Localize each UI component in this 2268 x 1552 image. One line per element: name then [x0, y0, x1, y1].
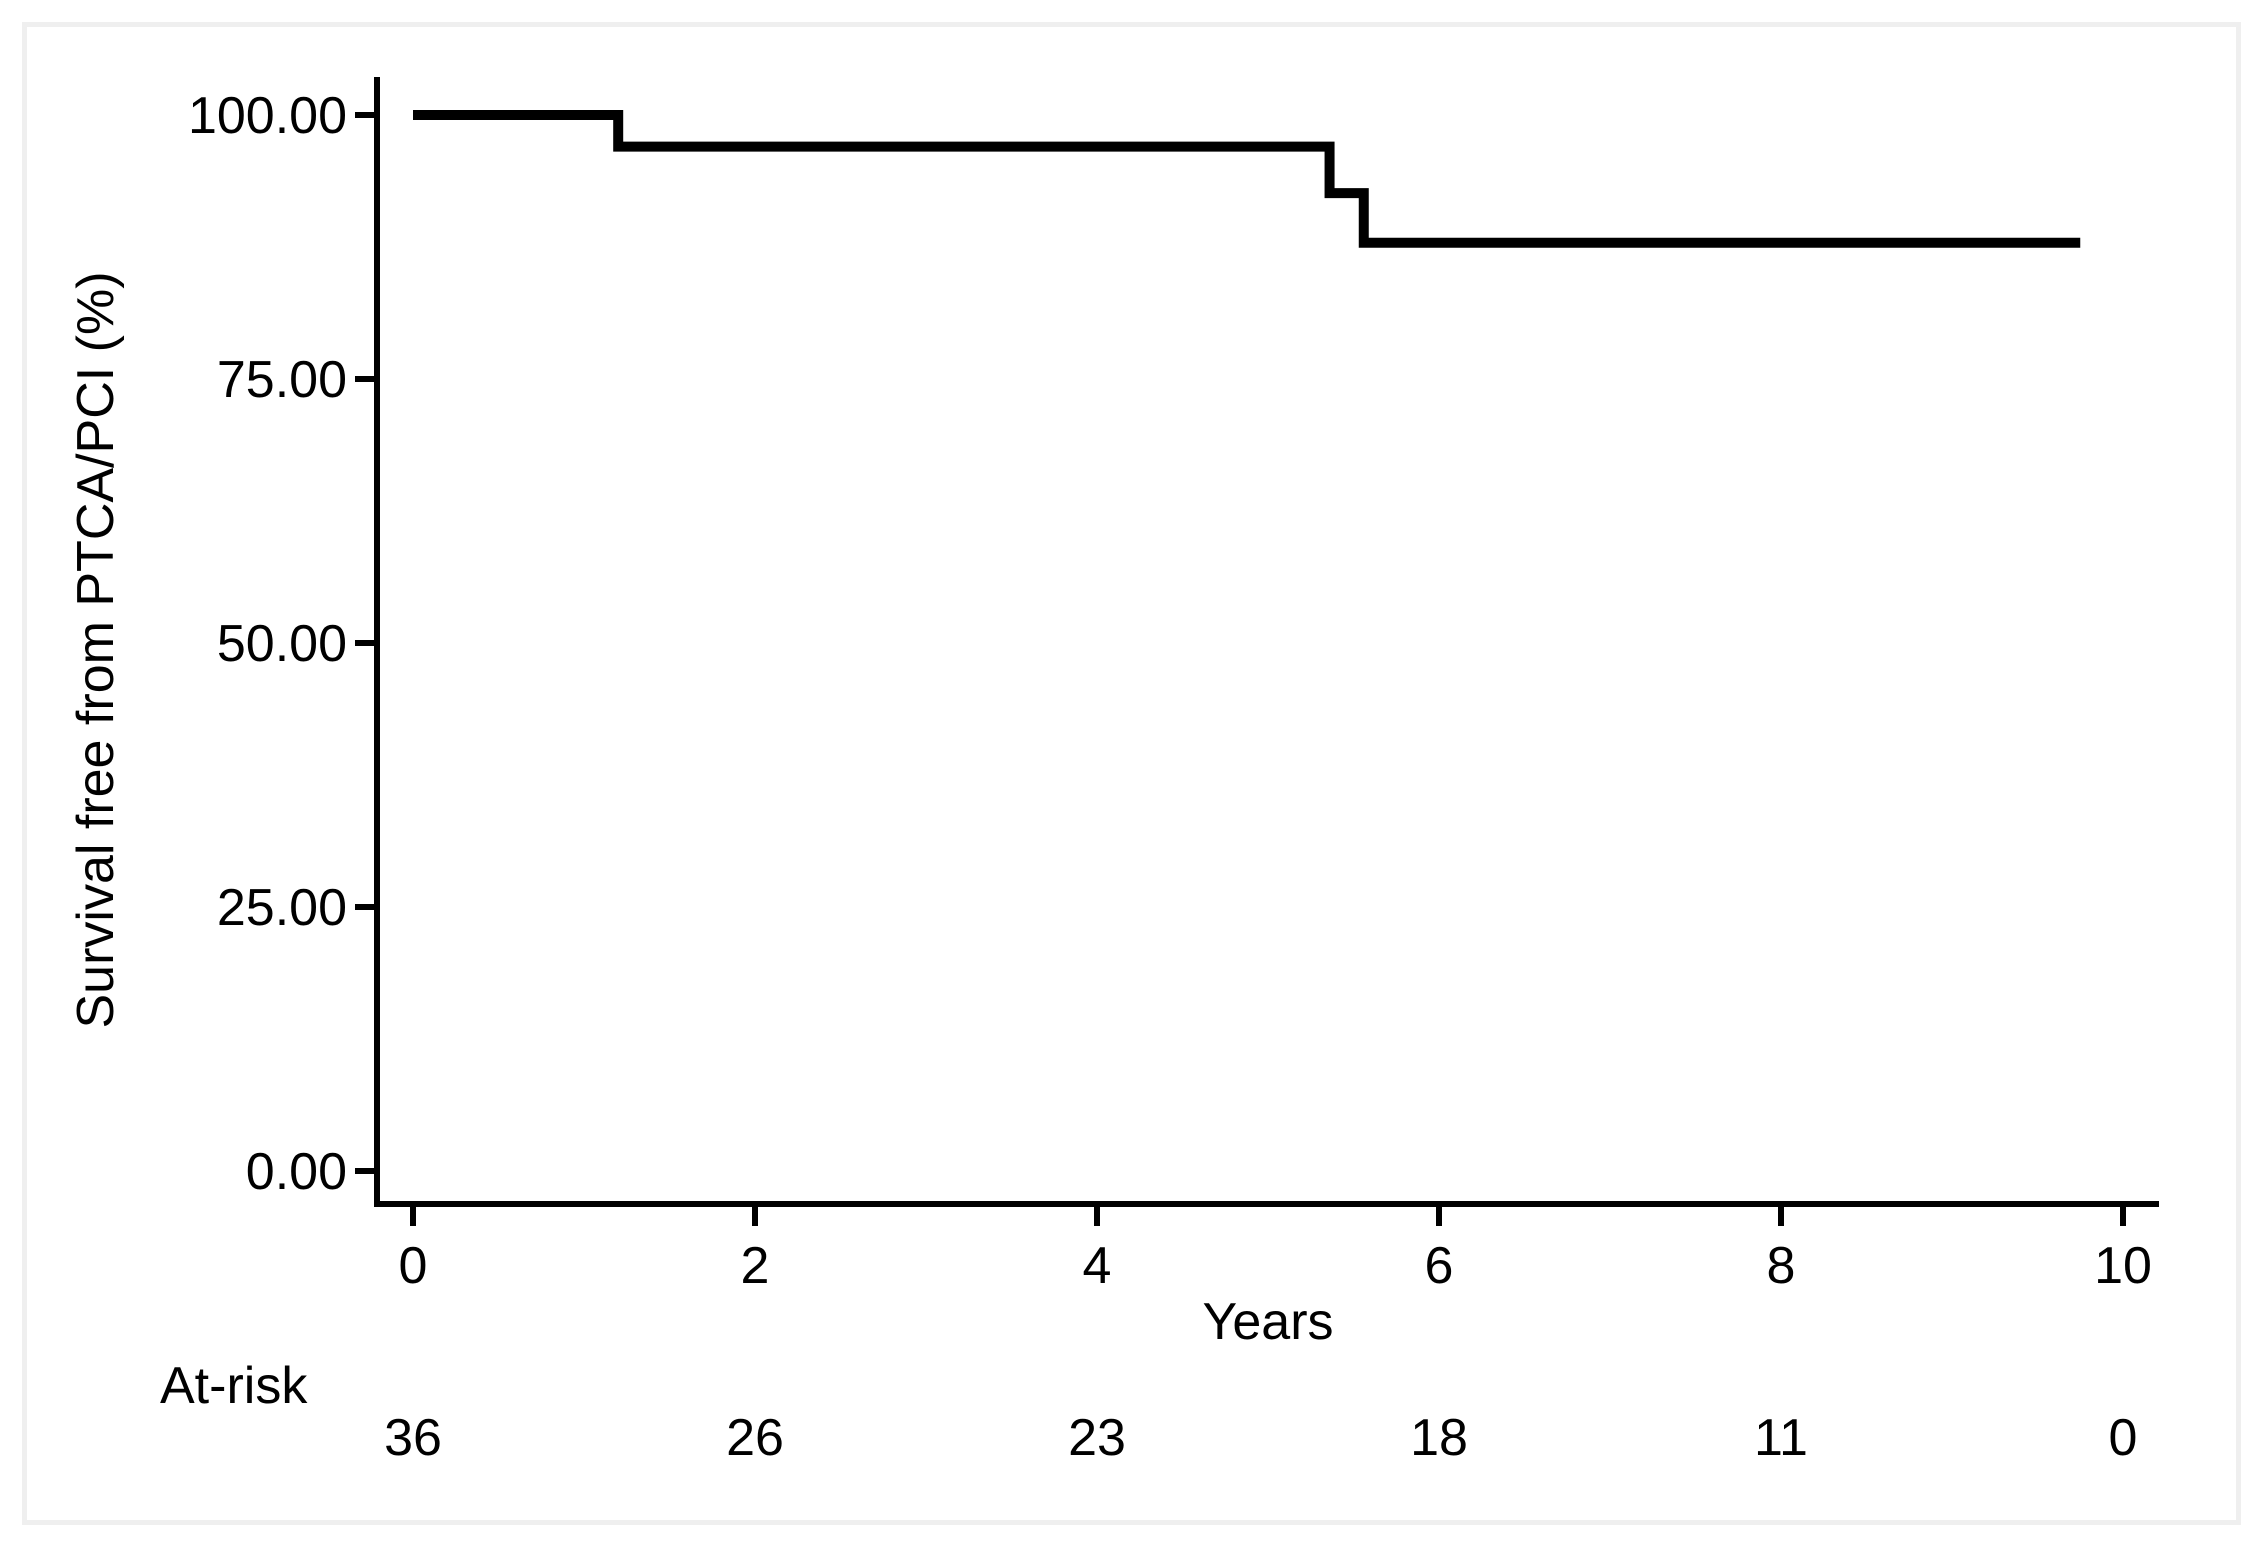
- x-tick-label: 8: [1767, 1237, 1796, 1295]
- at-risk-count: 26: [726, 1409, 784, 1467]
- at-risk-count: 36: [384, 1409, 442, 1467]
- survival-step-curve: [413, 110, 2081, 248]
- y-tick-label: 100.00: [188, 87, 347, 145]
- at-risk-count: 11: [1754, 1409, 1808, 1467]
- at-risk-row-label: At-risk: [160, 1357, 308, 1415]
- x-tick-label: 6: [1425, 1237, 1454, 1295]
- at-risk-count: 0: [2109, 1409, 2138, 1467]
- x-tick-label: 10: [2094, 1237, 2152, 1295]
- x-tick-label: 2: [741, 1237, 770, 1295]
- y-tick-label: 75.00: [217, 351, 347, 409]
- x-axis-title: Years: [1202, 1293, 1334, 1351]
- y-tick-label: 25.00: [217, 879, 347, 937]
- y-tick-label: 0.00: [246, 1143, 347, 1201]
- at-risk-count: 23: [1068, 1409, 1126, 1467]
- x-tick-label: 0: [399, 1237, 428, 1295]
- x-tick-label: 4: [1083, 1237, 1112, 1295]
- y-axis-title: Survival free from PTCA/PCI (%): [67, 271, 125, 1029]
- y-tick-label: 50.00: [217, 615, 347, 673]
- at-risk-count: 18: [1410, 1409, 1468, 1467]
